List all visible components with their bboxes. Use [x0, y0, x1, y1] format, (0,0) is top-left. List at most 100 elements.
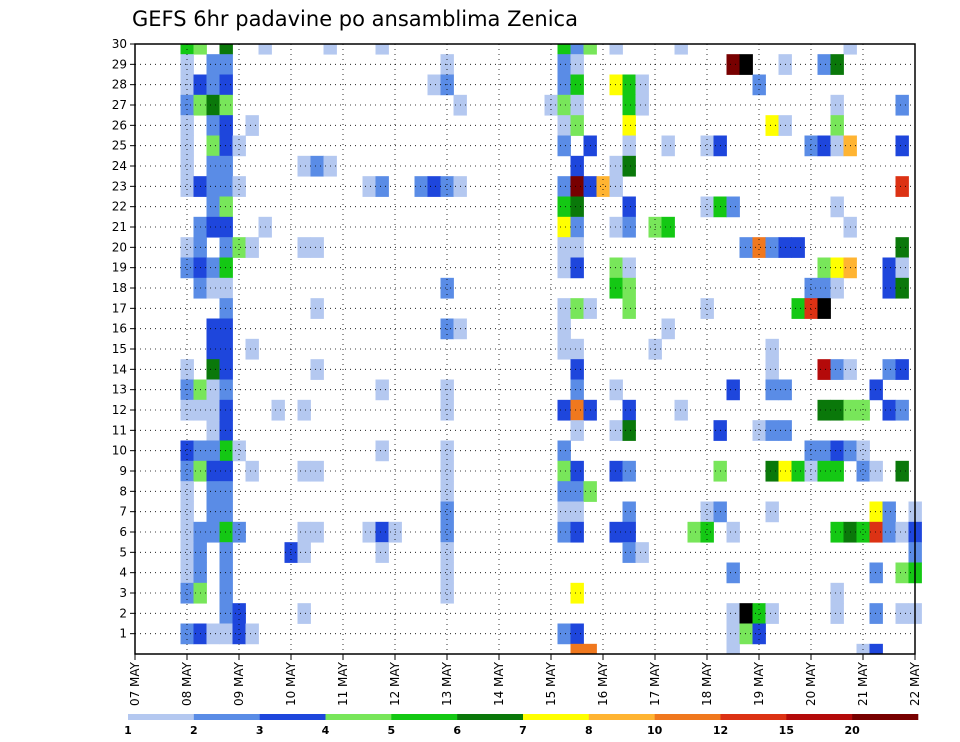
heatmap-cell	[635, 542, 649, 563]
colorbar-label: 3	[256, 724, 264, 737]
colorbar-label: 2	[190, 724, 198, 737]
heatmap-cell	[258, 44, 272, 55]
colorbar-label: 1	[124, 724, 132, 737]
y-tick-label: 1	[119, 627, 127, 641]
heatmap-cell	[440, 542, 454, 563]
heatmap-cell	[440, 521, 454, 543]
heatmap-cell	[739, 603, 753, 624]
colorbar-label: 12	[713, 724, 728, 737]
heatmap-cell	[440, 440, 454, 462]
heatmap-cell	[570, 460, 584, 482]
heatmap-cell	[830, 359, 844, 380]
heatmap-cell	[219, 155, 233, 177]
heatmap-cell	[557, 237, 571, 258]
heatmap-cell	[700, 501, 714, 523]
heatmap-cell	[206, 54, 220, 75]
heatmap-cell	[427, 176, 441, 197]
x-tick-label: 14 MAY	[492, 661, 506, 706]
y-axis-ticks: 1234567891011121314151617181920212223242…	[112, 37, 135, 641]
heatmap-cell	[219, 115, 233, 136]
colorbar-label: 4	[322, 724, 330, 737]
x-tick-label: 15 MAY	[544, 661, 558, 706]
heatmap-cell	[180, 440, 194, 462]
heatmap-cell	[375, 379, 389, 401]
colorbar-swatch	[391, 714, 458, 720]
heatmap-cell	[804, 135, 818, 157]
heatmap-cell	[232, 521, 246, 543]
heatmap-cell	[219, 94, 233, 116]
heatmap-cell	[804, 440, 818, 462]
heatmap-cell	[570, 155, 584, 177]
heatmap-cell	[219, 318, 233, 340]
heatmap-cell	[570, 115, 584, 136]
colorbar-swatch	[786, 714, 853, 720]
grid-lines	[135, 44, 915, 654]
heatmap-cell	[557, 176, 571, 197]
colorbar-label: 7	[519, 724, 527, 737]
heatmap-cell	[635, 94, 649, 116]
heatmap-cell	[570, 582, 584, 604]
heatmap-cell	[830, 115, 844, 136]
heatmap-cell	[271, 399, 285, 421]
y-tick-label: 10	[112, 444, 127, 458]
heatmap-cell	[206, 115, 220, 136]
heatmap-cell	[297, 603, 311, 624]
heatmap-cell	[726, 623, 740, 645]
heatmap-cell	[609, 460, 623, 482]
heatmap-cell	[180, 562, 194, 584]
colorbar-label: 6	[453, 724, 461, 737]
heatmap-cell	[310, 359, 324, 380]
heatmap-cell	[427, 74, 441, 96]
colorbar-swatch	[588, 714, 655, 720]
heatmap-cell	[206, 74, 220, 96]
heatmap-cell	[297, 155, 311, 177]
heatmap-cell	[219, 237, 233, 258]
heatmap-cell	[791, 237, 805, 258]
heatmap-cell	[817, 359, 831, 380]
heatmap-cell	[180, 521, 194, 543]
heatmap-cell	[830, 135, 844, 157]
heatmap-cell	[570, 94, 584, 116]
heatmap-cell	[245, 115, 259, 136]
heatmap-cell	[622, 277, 636, 299]
heatmap-cell	[609, 74, 623, 96]
y-tick-label: 30	[112, 37, 127, 51]
colorbar-label: 15	[779, 724, 794, 737]
heatmap-cell	[570, 501, 584, 523]
heatmap-cell	[570, 379, 584, 401]
colorbar-swatch	[193, 714, 260, 720]
heatmap-cell	[830, 603, 844, 624]
heatmap-cell	[284, 542, 298, 563]
heatmap-cell	[700, 135, 714, 157]
heatmap-cell	[232, 603, 246, 624]
heatmap-cell	[869, 643, 883, 655]
heatmap-cell	[219, 135, 233, 157]
heatmap-cell	[817, 460, 831, 482]
x-tick-label: 08 MAY	[180, 661, 194, 706]
y-tick-label: 17	[112, 301, 127, 315]
heatmap-cell	[869, 379, 883, 401]
x-tick-label: 20 MAY	[804, 661, 818, 706]
heatmap-cell	[830, 196, 844, 218]
heatmap-cell	[323, 44, 337, 55]
heatmap-cell	[882, 277, 896, 299]
heatmap-cell	[609, 379, 623, 401]
heatmap-cell	[570, 521, 584, 543]
x-tick-label: 18 MAY	[700, 661, 714, 706]
heatmap-cell	[622, 420, 636, 441]
y-tick-label: 14	[112, 362, 127, 376]
heatmap-cell	[180, 94, 194, 116]
heatmap-cell	[570, 196, 584, 218]
heatmap-cell	[570, 359, 584, 380]
colorbar-swatch	[523, 714, 590, 720]
heatmap-cell	[895, 277, 909, 299]
y-tick-label: 12	[112, 403, 127, 417]
heatmap-cell	[726, 196, 740, 218]
x-tick-label: 17 MAY	[648, 661, 662, 706]
heatmap-cell	[882, 359, 896, 380]
x-tick-label: 16 MAY	[596, 661, 610, 706]
y-tick-label: 16	[112, 322, 127, 336]
x-tick-label: 12 MAY	[388, 661, 402, 706]
heatmap-cell	[219, 54, 233, 75]
heatmap-cell	[245, 460, 259, 482]
